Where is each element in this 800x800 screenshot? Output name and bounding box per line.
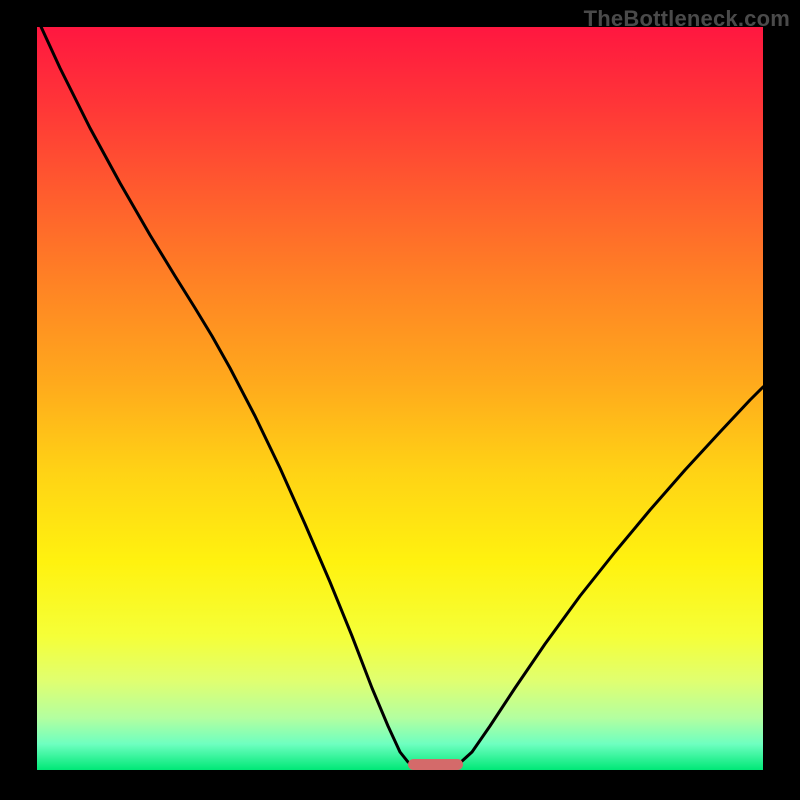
bottleneck-chart: TheBottleneck.com <box>0 0 800 800</box>
plot-background <box>37 27 763 770</box>
optimal-segment-marker <box>408 759 463 770</box>
chart-svg <box>0 0 800 800</box>
watermark-text: TheBottleneck.com <box>584 6 790 32</box>
